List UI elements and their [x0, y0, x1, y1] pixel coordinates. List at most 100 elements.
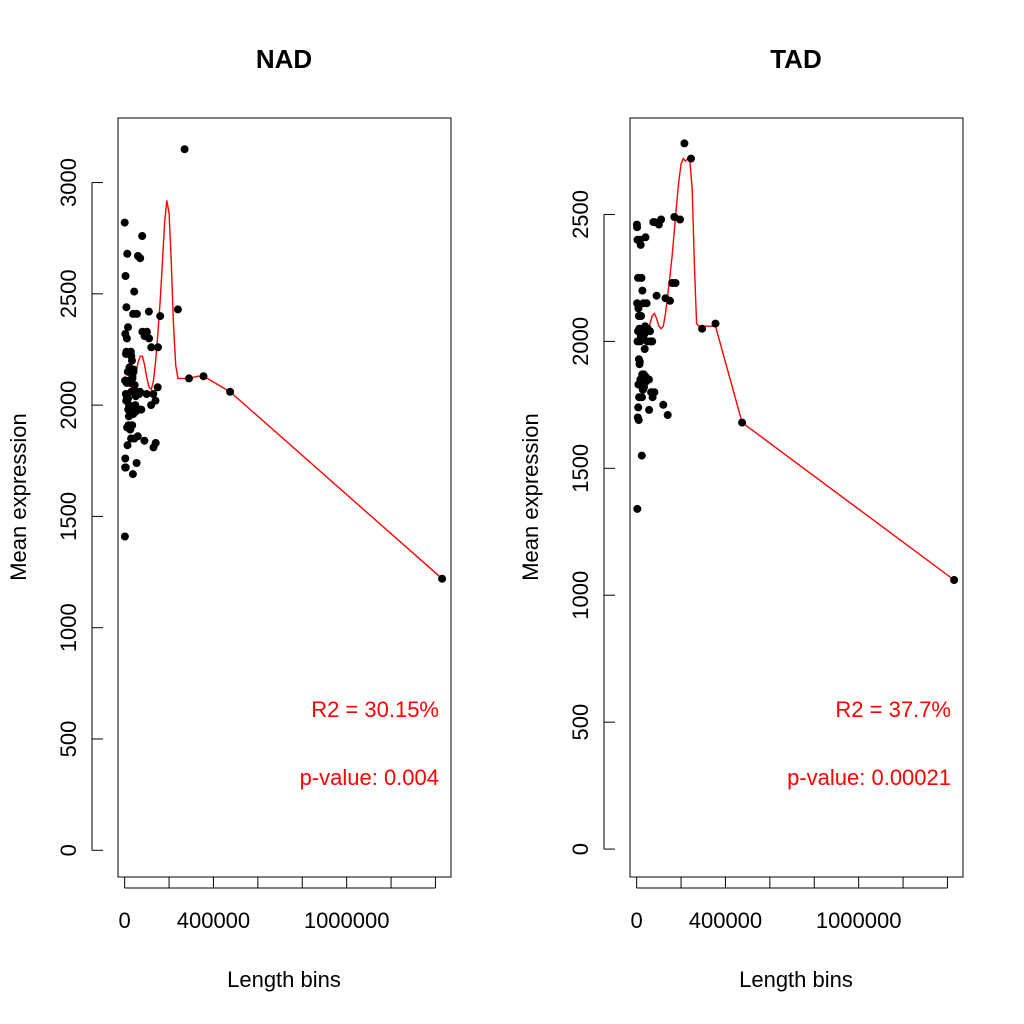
nad-data-point	[122, 347, 131, 356]
nad-data-point	[138, 232, 147, 240]
nad-data-point	[126, 403, 134, 412]
tad-data-point	[634, 355, 643, 364]
tad-data-point	[680, 139, 689, 148]
nad-data-point	[180, 145, 189, 154]
tad-data-point	[637, 273, 646, 282]
nad-data-point	[149, 390, 158, 398]
nad-data-point	[151, 396, 160, 405]
nad-data-point	[126, 425, 135, 434]
tad-y-axis: 0 500 1000 1500 2000 2500	[568, 190, 615, 855]
nad-y-tick-label: 0	[56, 844, 81, 856]
nad-data-point	[130, 381, 139, 390]
tad-data-point	[639, 334, 648, 343]
nad-points-layer	[120, 145, 447, 583]
tad-x-axis: 0 400000 1000000	[631, 877, 948, 933]
tad-data-point	[641, 233, 650, 242]
tad-y-tick-label: 1000	[568, 571, 593, 620]
tad-data-point	[634, 380, 643, 389]
tad-points-layer	[632, 139, 959, 584]
tad-y-tick-label: 2000	[568, 317, 593, 366]
nad-data-point	[147, 343, 156, 352]
nad-data-point	[129, 309, 138, 318]
nad-data-point	[130, 287, 139, 296]
nad-data-point	[142, 327, 151, 336]
tad-data-point	[645, 405, 654, 414]
tad-data-point	[637, 451, 646, 460]
nad-data-point	[144, 307, 153, 316]
tad-pvalue-annotation: p-value: 0.00021	[787, 765, 951, 790]
nad-data-point	[156, 312, 165, 321]
nad-data-point	[123, 249, 132, 258]
tad-y-tick-label: 0	[568, 843, 593, 855]
nad-title: NAD	[256, 44, 312, 74]
nad-y-tick-label: 2000	[56, 381, 81, 430]
tad-data-point	[676, 215, 684, 224]
nad-y-tick-label: 2500	[56, 269, 81, 318]
nad-data-point	[127, 434, 136, 443]
nad-y-tick-label: 1500	[56, 492, 81, 541]
tad-x-tick-label: 0	[631, 908, 643, 933]
nad-data-point	[128, 372, 137, 381]
nad-data-point	[121, 454, 130, 463]
tad-fit-line	[636, 157, 955, 581]
tad-x-tick-label: 400000	[689, 908, 762, 933]
nad-x-axis-label: Length bins	[227, 967, 341, 992]
nad-panel: NAD Length bins Mean expression 0 400000 1…	[6, 44, 452, 992]
tad-panel: TAD Length bins Mean expression 0 400000 1…	[518, 44, 964, 992]
nad-x-tick-label: 0	[119, 908, 131, 933]
nad-data-point	[136, 254, 145, 263]
tad-y-axis-label: Mean expression	[518, 413, 543, 581]
tad-data-point	[950, 576, 959, 584]
nad-x-tick-label: 1000000	[304, 908, 390, 933]
tad-data-point	[652, 291, 661, 300]
nad-plot-box	[117, 117, 452, 878]
tad-plot-box	[629, 117, 964, 878]
tad-data-point	[646, 327, 654, 336]
nad-data-point	[199, 372, 208, 381]
tad-data-point	[633, 504, 642, 513]
tad-data-point	[639, 370, 648, 379]
nad-data-point	[131, 407, 140, 416]
nad-y-tick-label: 3000	[56, 158, 81, 207]
nad-data-point	[121, 463, 130, 472]
tad-data-point	[671, 279, 680, 287]
tad-data-point	[642, 299, 651, 308]
tad-data-point	[641, 378, 650, 386]
nad-data-point	[124, 394, 132, 403]
nad-data-point	[142, 390, 151, 398]
tad-y-tick-label: 2500	[568, 190, 593, 239]
nad-data-point	[133, 432, 142, 441]
nad-fit-layer	[124, 200, 443, 580]
tad-r2-annotation: R2 = 37.7%	[835, 697, 951, 722]
nad-data-point	[153, 383, 162, 392]
tad-title: TAD	[770, 44, 822, 74]
tad-y-tick-label: 500	[568, 704, 593, 741]
nad-data-point	[122, 303, 131, 312]
nad-data-point	[136, 387, 144, 396]
nad-data-point	[140, 436, 149, 445]
nad-data-point	[145, 334, 154, 343]
tad-data-point	[648, 393, 657, 402]
tad-data-point	[637, 312, 646, 320]
nad-y-axis-label: Mean expression	[6, 413, 31, 581]
tad-data-point	[659, 400, 668, 409]
tad-data-point	[711, 319, 720, 328]
nad-y-tick-label: 1000	[56, 603, 81, 652]
nad-data-point	[120, 218, 129, 227]
nad-y-axis: 0 500 1000 1500 2000 2500 3000	[56, 158, 103, 856]
nad-data-point	[123, 441, 132, 450]
nad-data-point	[120, 532, 129, 541]
tad-data-point	[633, 299, 642, 308]
tad-data-point	[632, 220, 641, 229]
nad-data-point	[122, 334, 131, 343]
nad-data-point	[226, 387, 235, 396]
nad-x-axis: 0 400000 1000000	[119, 877, 436, 933]
nad-fit-line	[124, 200, 443, 580]
nad-data-point	[151, 439, 160, 447]
tad-data-point	[650, 218, 659, 227]
nad-pvalue-annotation: p-value: 0.004	[300, 765, 439, 790]
tad-data-point	[636, 240, 645, 249]
tad-data-point	[638, 286, 647, 295]
tad-data-point	[738, 418, 747, 427]
